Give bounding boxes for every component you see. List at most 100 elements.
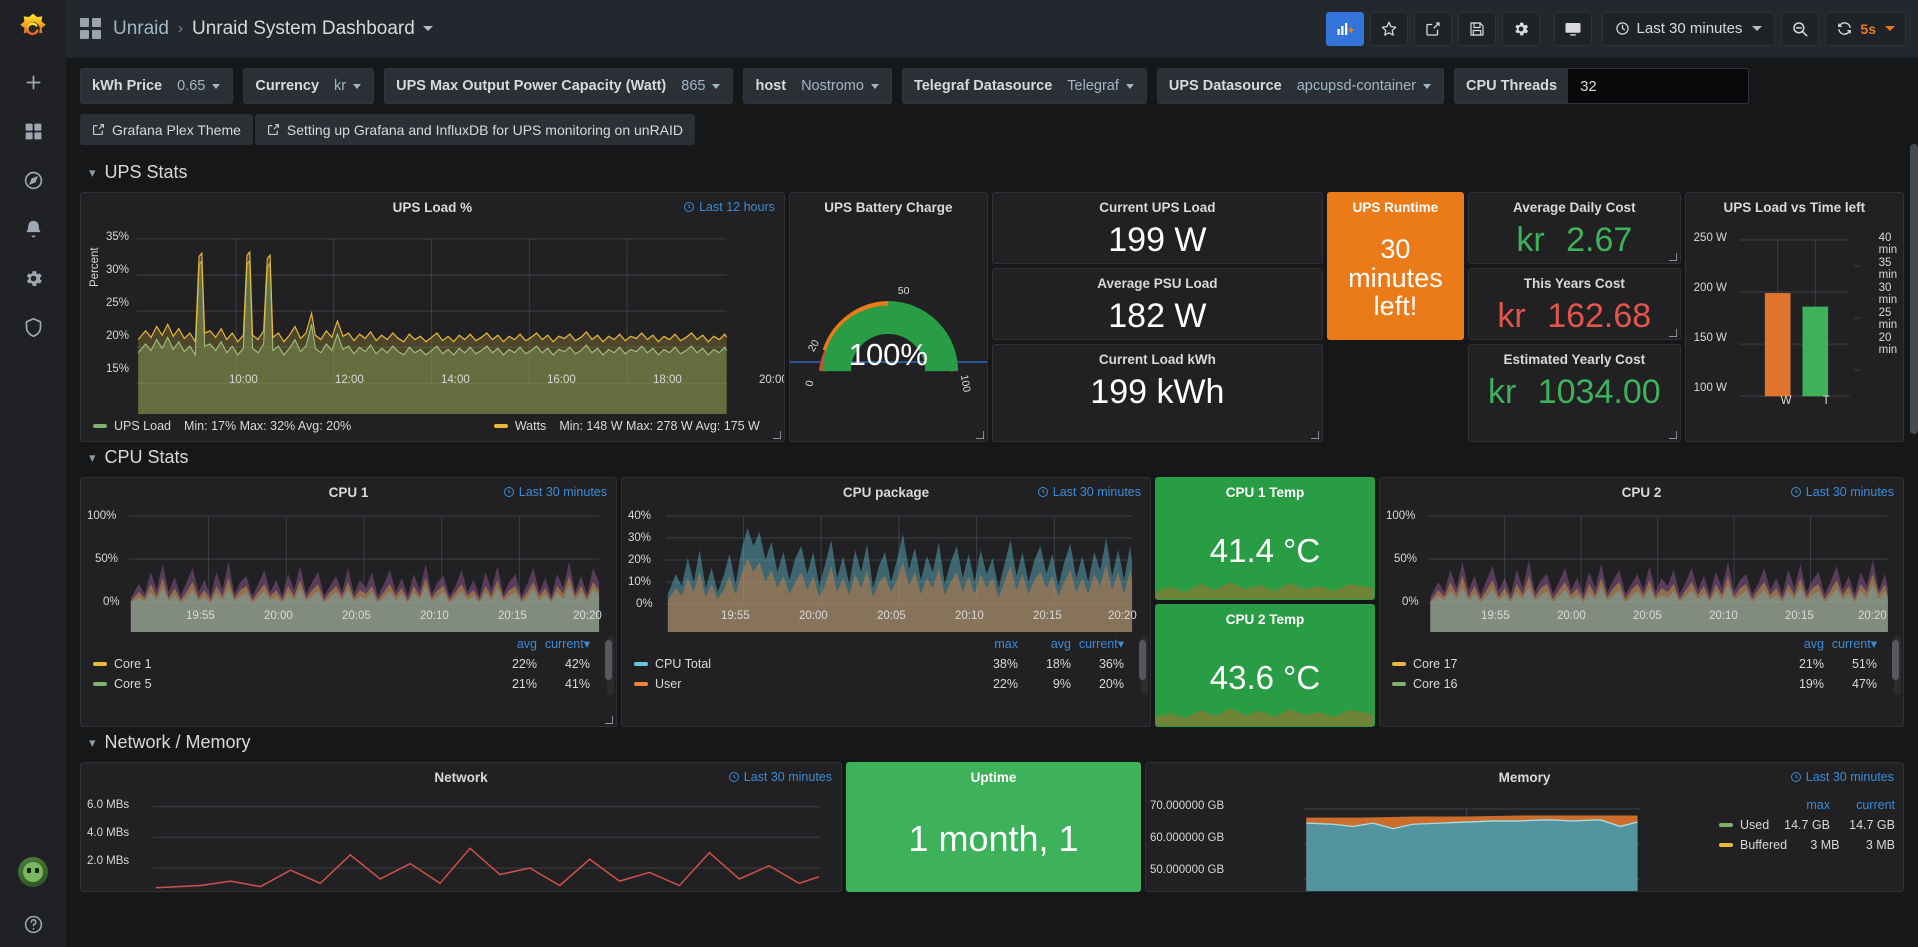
cpu-threads-input[interactable]: 32 xyxy=(1568,69,1749,103)
battery-charge-gauge[interactable]: 50 20 0 100 100% xyxy=(789,217,987,441)
panel-average-daily-cost[interactable]: Average Daily Cost kr 2.67 xyxy=(1467,192,1681,264)
page-scrollbar-thumb[interactable] xyxy=(1910,144,1918,434)
legend-scrollbar-track[interactable] xyxy=(1892,636,1901,695)
ups-load-graph[interactable]: Percent 35% 30% 25% 20% 15% 300 W 250 W … xyxy=(81,217,784,414)
load-vs-time-bar-chart[interactable]: 250 W 200 W 150 W 100 W 40 min 35 min 30… xyxy=(1686,217,1903,441)
dashboard-chevron-down-icon[interactable] xyxy=(422,26,433,31)
stat-value: 30 minutes left! xyxy=(1348,234,1443,322)
panel-current-load-kwh[interactable]: Current Load kWh 199 kWh xyxy=(991,344,1323,442)
legend-scrollbar-track[interactable] xyxy=(1139,636,1148,695)
legend-item[interactable]: Core 5 21% 41% xyxy=(93,674,590,694)
cpu-package-graph[interactable]: 40% 30% 20% 10% 0% 19:55 20:00 20:05 20:… xyxy=(622,502,1150,632)
panel-resize-handle[interactable] xyxy=(1310,431,1319,439)
save-dashboard-button[interactable] xyxy=(1457,11,1496,46)
legend-item[interactable]: UPS Load Min: 17% Max: 32% Avg: 20% xyxy=(93,416,351,436)
legend-header-avg[interactable]: avg xyxy=(1050,637,1071,651)
legend-item[interactable]: User 22% 9% 20% xyxy=(634,674,1124,694)
dashboard-link-grafana-plex-theme[interactable]: Grafana Plex Theme xyxy=(80,114,253,145)
main-area: Unraid › Unraid System Dashboard xyxy=(66,0,1918,947)
panel-resize-handle[interactable] xyxy=(975,431,984,439)
variable-telegraf-datasource[interactable]: Telegraf Datasource Telegraf xyxy=(901,68,1147,104)
variable-kwh-price[interactable]: kWh Price 0.65 xyxy=(80,68,234,104)
legend-header-avg[interactable]: avg xyxy=(1803,637,1824,651)
dashboard-link-ups-monitoring[interactable]: Setting up Grafana and InfluxDB for UPS … xyxy=(254,114,696,145)
panel-resize-handle[interactable] xyxy=(1668,253,1677,261)
variable-value[interactable]: Telegraf xyxy=(1063,69,1146,103)
panel-estimated-yearly-cost[interactable]: Estimated Yearly Cost kr 1034.00 xyxy=(1467,344,1681,442)
legend-header-avg[interactable]: avg xyxy=(516,637,537,651)
server-admin-shield-icon[interactable] xyxy=(0,303,66,352)
panel-cpu2-temp[interactable]: CPU 2 Temp 43.6 °C xyxy=(1155,604,1375,727)
legend-item[interactable]: Core 17 21% 51% xyxy=(1392,654,1877,674)
row-header-cpu-stats[interactable]: ▾ CPU Stats xyxy=(80,442,1904,477)
dashboards-breadcrumb-icon[interactable] xyxy=(80,18,101,39)
legend-item[interactable]: Buffered 3 MB 3 MB xyxy=(1719,835,1895,855)
panel-this-years-cost[interactable]: This Years Cost kr 162.68 xyxy=(1467,268,1681,340)
variable-ups-max-output-power[interactable]: UPS Max Output Power Capacity (Watt) 865 xyxy=(384,68,734,104)
row-header-ups-stats[interactable]: ▾ UPS Stats xyxy=(80,157,1904,192)
clock-icon xyxy=(728,772,739,782)
legend-color-key xyxy=(634,662,648,666)
page-title[interactable]: Unraid System Dashboard xyxy=(191,17,415,39)
variable-currency[interactable]: Currency kr xyxy=(243,68,375,104)
panel-uptime[interactable]: Uptime 1 month, 1 xyxy=(846,762,1141,892)
legend-header-current[interactable]: current▾ xyxy=(1078,637,1124,651)
row-header-network-memory[interactable]: ▾ Network / Memory xyxy=(80,727,1904,762)
legend-item[interactable]: Core 1 22% 42% xyxy=(93,654,590,674)
ups-load-legend: UPS Load Min: 17% Max: 32% Avg: 20% Watt… xyxy=(81,414,784,441)
alerting-bell-icon[interactable] xyxy=(0,205,66,254)
external-link-icon xyxy=(93,124,104,135)
user-avatar[interactable] xyxy=(18,857,48,887)
legend-item[interactable]: CPU Total 38% 18% 36% xyxy=(634,654,1124,674)
legend-header-current[interactable]: current▾ xyxy=(544,637,590,651)
time-range-picker[interactable]: Last 30 minutes xyxy=(1601,11,1776,46)
variable-ups-datasource[interactable]: UPS Datasource apcupsd-container xyxy=(1156,68,1445,104)
grafana-logo-icon[interactable] xyxy=(0,0,66,58)
create-add-icon[interactable] xyxy=(0,58,66,107)
legend-header-max[interactable]: max xyxy=(994,637,1018,651)
share-dashboard-button[interactable] xyxy=(1413,11,1452,46)
legend-item[interactable]: Used 14.7 GB 14.7 GB xyxy=(1719,815,1895,835)
stat-value: kr 2.67 xyxy=(1516,217,1632,257)
panel-resize-handle[interactable] xyxy=(605,716,613,724)
panel-resize-handle[interactable] xyxy=(772,431,781,439)
panel-resize-handle[interactable] xyxy=(1668,431,1677,439)
variable-value[interactable]: apcupsd-container xyxy=(1292,69,1444,103)
memory-graph[interactable]: 70.000000 GB 60.000000 GB 50.000000 GB xyxy=(1146,787,1707,891)
add-panel-button[interactable] xyxy=(1325,11,1364,46)
variable-value[interactable]: Nostromo xyxy=(797,69,891,103)
panel-resize-handle[interactable] xyxy=(1668,329,1677,337)
network-graph[interactable]: 6.0 MBs 4.0 MBs 2.0 MBs xyxy=(81,787,841,891)
variable-value[interactable]: 865 xyxy=(677,69,733,103)
panel-cpu1-temp[interactable]: CPU 1 Temp 41.4 °C xyxy=(1155,477,1375,600)
legend-header-max[interactable]: max xyxy=(1806,798,1830,812)
legend-item[interactable]: Watts Min: 148 W Max: 278 W Avg: 175 W xyxy=(493,416,760,436)
legend-header-current[interactable]: current xyxy=(1856,798,1895,812)
legend-scrollbar-thumb[interactable] xyxy=(1139,640,1146,680)
legend-scrollbar-thumb[interactable] xyxy=(1892,640,1899,680)
breadcrumb-folder[interactable]: Unraid xyxy=(113,17,169,39)
dashboard-settings-button[interactable] xyxy=(1501,11,1540,46)
variable-cpu-threads[interactable]: CPU Threads 32 xyxy=(1454,68,1750,104)
legend-item[interactable]: Core 16 19% 47% xyxy=(1392,674,1877,694)
panel-current-ups-load[interactable]: Current UPS Load 199 W xyxy=(991,192,1323,264)
panel-ups-runtime[interactable]: UPS Runtime 30 minutes left! xyxy=(1326,192,1464,340)
variable-value[interactable]: 0.65 xyxy=(173,69,233,103)
variable-label: Currency xyxy=(244,69,331,103)
dashboards-icon[interactable] xyxy=(0,107,66,156)
legend-scrollbar-track[interactable] xyxy=(605,636,614,695)
cpu1-graph[interactable]: 100% 50% 0% 19:55 20:00 20:05 20:10 20:1… xyxy=(81,502,616,632)
panel-average-psu-load[interactable]: Average PSU Load 182 W xyxy=(991,268,1323,340)
configuration-gear-icon[interactable] xyxy=(0,254,66,303)
legend-scrollbar-thumb[interactable] xyxy=(605,640,612,680)
refresh-picker[interactable]: 5s xyxy=(1825,11,1906,46)
mark-favorite-button[interactable] xyxy=(1369,11,1408,46)
explore-compass-icon[interactable] xyxy=(0,156,66,205)
variable-host[interactable]: host Nostromo xyxy=(743,68,892,104)
zoom-out-time-button[interactable] xyxy=(1781,11,1820,46)
variable-value[interactable]: kr xyxy=(330,69,374,103)
legend-header-current[interactable]: current▾ xyxy=(1831,637,1877,651)
tv-mode-button[interactable] xyxy=(1553,11,1592,46)
help-icon[interactable] xyxy=(0,901,66,947)
cpu2-graph[interactable]: 100% 50% 0% 19:55 20:00 20:05 20:10 20:1… xyxy=(1380,502,1903,632)
